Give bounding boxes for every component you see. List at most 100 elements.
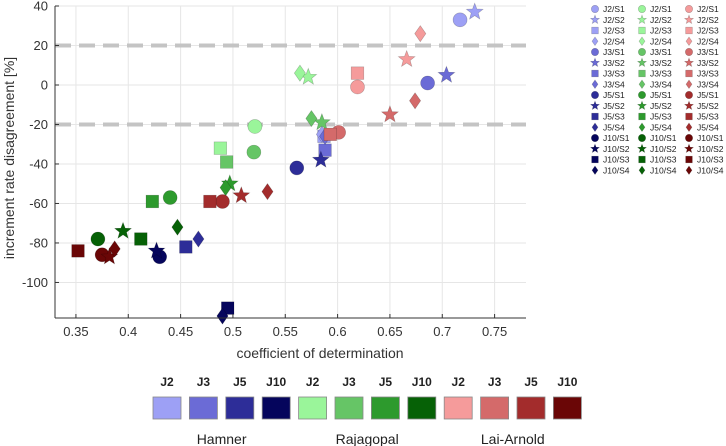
legend-marker (684, 47, 693, 56)
legend-marker (684, 5, 693, 14)
color-swatch (261, 396, 291, 420)
legend-marker (685, 26, 693, 35)
legend-label: J2/S2 (697, 15, 719, 25)
legend-label: J2/S1 (603, 4, 625, 14)
point-hamner-j3-s2 (437, 65, 456, 83)
legend-label: J3/S4 (697, 79, 719, 89)
color-swatch (188, 396, 218, 420)
y-tick-label: -40 (29, 156, 48, 171)
point-hamner-j10-s4 (216, 307, 229, 325)
point-hamner-j5-s4 (192, 230, 205, 248)
swatch-label: J2 (452, 375, 466, 389)
color-swatch (334, 396, 364, 420)
legend-marker (637, 5, 646, 14)
legend-label: J3/S2 (697, 58, 719, 68)
legend-marker (591, 122, 599, 133)
legend-marker (685, 155, 693, 164)
color-swatch (298, 396, 328, 420)
legend-marker (683, 143, 695, 154)
legend-label: J2/S2 (650, 15, 672, 25)
point-rajagopal-j5-s1 (162, 190, 178, 205)
point-laiarnold-j3-s2 (380, 105, 400, 123)
legend-marker (591, 155, 599, 164)
swatch-label: J10 (266, 375, 286, 389)
legend-label: J5/S4 (603, 122, 625, 132)
legend-label: J2/S3 (697, 26, 719, 36)
legend-label: J3/S2 (603, 58, 625, 68)
point-hamner-j5-s3 (179, 240, 193, 254)
point-rajagopal-j10-s2 (113, 221, 133, 239)
legend-marker (636, 143, 648, 154)
point-rajagopal-j10-s4 (171, 218, 184, 236)
swatch-label: J3 (342, 375, 356, 389)
point-laiarnold-j3-s3 (323, 127, 337, 141)
legend-label: J2/S3 (603, 26, 625, 36)
swatch-label: J5 (524, 375, 538, 389)
legend-label: J5/S2 (650, 101, 672, 111)
legend-label: J5/S3 (603, 112, 625, 122)
point-laiarnold-j5-s2 (232, 185, 251, 204)
legend-label: J10/S3 (603, 155, 630, 165)
legend-label: J10/S4 (697, 165, 724, 175)
legend-marker (589, 143, 601, 154)
color-key: J2 J3 J5 J10 J2 J3 J5 J10 J2 J3 J5 J10 Hamner Rajagop… (152, 375, 582, 446)
point-rajagopal-j5-s3 (145, 194, 159, 209)
x-tick-label: 0.75 (482, 324, 507, 339)
color-swatch (152, 396, 182, 420)
legend-label: J3/S3 (697, 69, 719, 79)
swatch-label: J5 (379, 375, 393, 389)
legend-label: J5/S4 (697, 122, 719, 132)
legend-label: J5/S3 (697, 112, 719, 122)
legend-label: J10/S3 (650, 155, 677, 165)
legend-label: J10/S2 (650, 144, 677, 154)
legend-label: J3/S1 (650, 47, 672, 57)
legend-label: J10/S4 (650, 165, 677, 175)
legend-label: J3/S4 (603, 79, 625, 89)
legend-label: J5/S4 (650, 122, 672, 132)
legend-marker (685, 36, 693, 47)
color-swatch (225, 396, 255, 420)
legend-marker (685, 165, 693, 176)
group-label: Lai-Arnold (481, 431, 545, 446)
point-rajagopal-j2-s3 (213, 141, 227, 155)
legend-label: J3/S2 (650, 58, 672, 68)
legend-label: J3/S3 (650, 69, 672, 79)
legend-marker (638, 79, 646, 90)
point-laiarnold-j2-s3 (350, 66, 365, 80)
legend-marker (637, 134, 646, 143)
point-laiarnold-j2-s4 (414, 25, 427, 43)
point-rajagopal-j3-s3 (220, 155, 234, 169)
legend-marker (591, 69, 599, 78)
plot-background (55, 6, 526, 318)
legend-marker (637, 91, 646, 100)
legend-marker (591, 112, 599, 121)
legend-marker (638, 165, 646, 176)
legend-label: J2/S1 (650, 4, 672, 14)
legend-label: J2/S2 (603, 15, 625, 25)
point-rajagopal-j2-s1 (247, 119, 263, 134)
x-tick-label: 0.55 (273, 324, 298, 339)
point-hamner-j2-s1 (452, 12, 468, 28)
legend-label: J3/S1 (697, 47, 719, 57)
point-hamner-j5-s1 (289, 160, 305, 176)
legend-marker (590, 5, 599, 14)
color-swatch (443, 396, 473, 420)
legend-label: J5/S1 (603, 90, 625, 100)
legend-marker (636, 57, 648, 68)
color-swatch (516, 396, 546, 420)
x-tick-label: 0.35 (63, 324, 88, 339)
legend: J2/S1J2/S2J2/S3J2/S4J3/S1J3/S2J3/S3J3/S4… (589, 4, 724, 176)
swatch-label: J3 (197, 375, 211, 389)
reference-lines (55, 43, 526, 127)
point-hamner-j10-s2 (147, 241, 166, 259)
y-tick-label: 0 (41, 77, 48, 92)
swatch-label: J10 (557, 375, 577, 389)
color-swatch (407, 396, 437, 420)
legend-label: J5/S3 (650, 112, 672, 122)
legend-marker (683, 57, 695, 68)
legend-label: J2/S4 (697, 36, 719, 46)
axes: 0.35 0.4 0.45 0.5 0.55 0.6 0.65 0.7 0.75 -100 -80 -… (22, 0, 526, 339)
legend-label: J10/S2 (603, 144, 630, 154)
legend-marker (636, 14, 648, 25)
